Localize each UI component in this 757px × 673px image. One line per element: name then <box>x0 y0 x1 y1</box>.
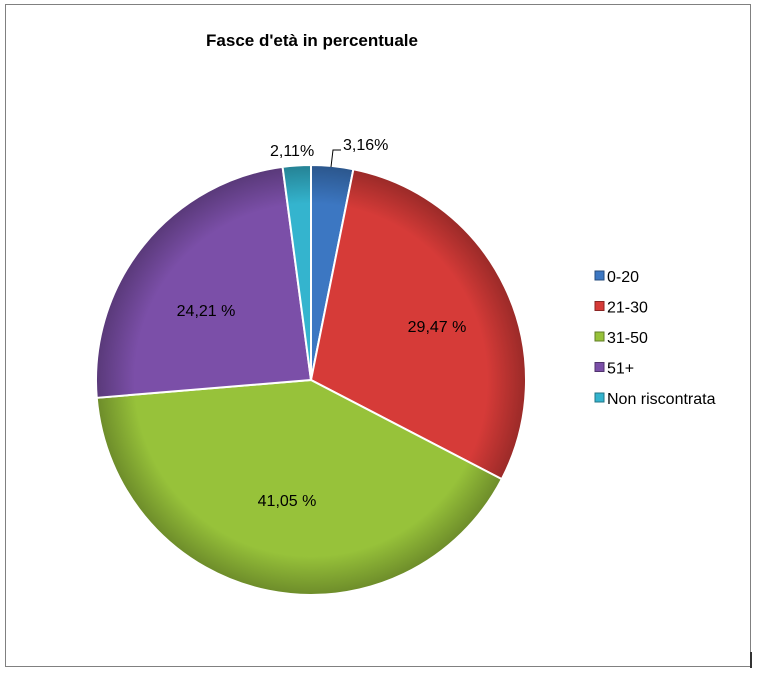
slice-31-50 <box>95 378 504 596</box>
data-label-0-20: 3,16% <box>343 137 388 154</box>
legend-swatch-21-30 <box>594 301 605 311</box>
data-label-51-plus: 24,21 % <box>177 303 236 320</box>
data-label-non-riscontrata: 2,11% <box>270 143 314 160</box>
slice-21-30 <box>309 168 527 481</box>
resize-handle[interactable] <box>750 652 752 668</box>
legend: 0-20 21-30 31-50 51+ Non riscontrata <box>594 269 716 408</box>
leader-lines <box>330 149 341 168</box>
data-label-21-30: 29,47 % <box>408 319 467 336</box>
slice-51-plus <box>95 165 313 399</box>
legend-swatch-31-50 <box>594 331 605 342</box>
legend-label-31-50: 31-50 <box>607 330 648 347</box>
legend-label-21-30: 21-30 <box>607 300 648 317</box>
legend-swatch-0-20 <box>594 270 605 281</box>
legend-label-0-20: 0-20 <box>607 269 639 286</box>
pie-slices <box>95 163 527 596</box>
slice-non-riscontrata <box>281 163 312 381</box>
legend-label-51-plus: 51+ <box>607 361 634 378</box>
legend-label-non-riscontrata: Non riscontrata <box>607 391 716 408</box>
legend-swatch-51-plus <box>594 362 605 372</box>
legend-swatch-non-riscontrata <box>594 392 605 403</box>
data-labels: 3,16% 29,47 % 41,05 % 24,21 % 2,11% <box>177 137 467 510</box>
leader-line-0-20 <box>330 149 341 168</box>
data-label-31-50: 41,05 % <box>258 493 317 510</box>
chart-title: Fasce d'età in percentuale <box>206 31 418 50</box>
